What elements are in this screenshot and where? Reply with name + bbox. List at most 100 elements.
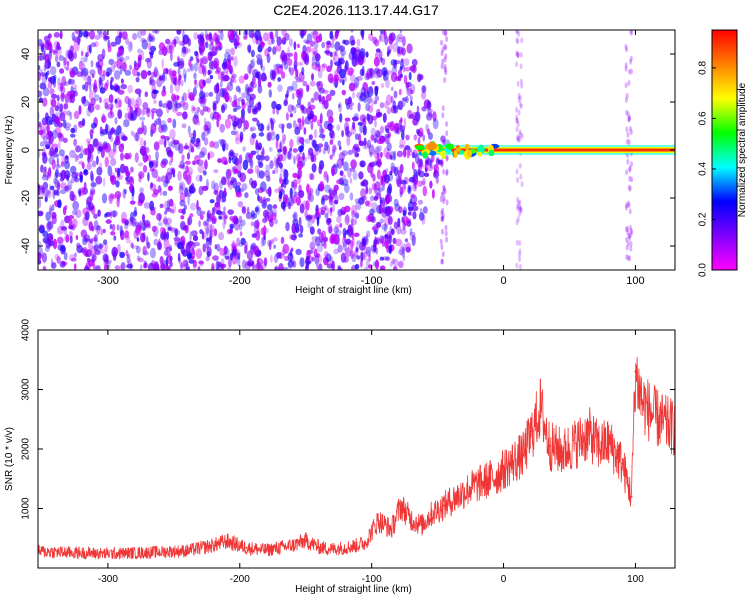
heatmap-cell	[366, 86, 374, 98]
heatmap-cell	[417, 180, 423, 187]
heatmap-cell	[277, 77, 282, 82]
snr-point	[469, 486, 472, 489]
heatmap-cell	[260, 236, 265, 248]
heatmap-cell	[300, 156, 305, 161]
heatmap-cell	[209, 75, 214, 80]
heatmap-cell	[304, 54, 310, 66]
heatmap-cell	[125, 37, 130, 45]
heatmap-cell	[443, 43, 447, 50]
heatmap-cell	[205, 33, 210, 41]
heatmap-cell	[221, 156, 228, 165]
heatmap-cell	[316, 264, 319, 270]
heatmap-cell	[289, 147, 293, 152]
heatmap-cell	[331, 148, 336, 157]
heatmap-cell	[39, 72, 47, 77]
heatmap-cell	[326, 174, 329, 184]
heatmap-cell	[359, 242, 366, 251]
heatmap-cell	[330, 59, 333, 69]
heatmap-cell	[205, 219, 209, 227]
heatmap-cell	[287, 260, 294, 268]
heatmap-cell	[46, 221, 52, 232]
heatmap-cell	[243, 30, 249, 39]
heatmap-cell	[99, 248, 106, 254]
heatmap-cell	[628, 114, 632, 121]
heatmap-cell	[362, 140, 369, 150]
heatmap-cell	[427, 142, 438, 151]
heatmap-cell	[86, 106, 91, 117]
heatmap-cell	[355, 147, 361, 153]
heatmap-cell	[291, 223, 297, 234]
heatmap-cell	[287, 104, 294, 113]
heatmap-cell	[320, 210, 326, 215]
heatmap-cell	[629, 245, 633, 252]
heatmap-cell	[269, 31, 274, 40]
heatmap-cell	[83, 181, 87, 191]
heatmap-cell	[626, 111, 630, 118]
heatmap-cell	[71, 223, 76, 231]
heatmap-cell	[209, 223, 213, 229]
heatmap-cell	[231, 155, 238, 165]
heatmap-cell	[323, 170, 328, 179]
heatmap-cell	[179, 160, 185, 170]
heatmap-cell	[86, 257, 91, 263]
heatmap-cell	[88, 221, 93, 231]
heatmap-cell	[222, 74, 230, 82]
heatmap-cell	[441, 112, 445, 119]
figure-title: C2E4.2026.113.17.44.G17	[273, 2, 439, 18]
heatmap-cell	[628, 68, 631, 75]
heatmap-cell	[446, 143, 454, 150]
heatmap-cell	[45, 71, 48, 80]
heatmap-cell	[279, 253, 285, 259]
heatmap-cell	[177, 67, 181, 76]
heatmap-cell	[69, 111, 73, 121]
heatmap-cell	[209, 224, 215, 232]
heatmap-cell	[418, 162, 425, 170]
heatmap-cell	[396, 224, 402, 235]
heatmap-cell	[141, 220, 146, 232]
heatmap-cell	[105, 219, 112, 224]
heatmap-cell	[366, 230, 371, 238]
heatmap-cell	[628, 232, 632, 239]
heatmap-cell	[223, 187, 227, 196]
heatmap-cell	[213, 228, 218, 237]
heatmap-cell	[626, 229, 630, 236]
y-tick-label: 20	[20, 96, 32, 108]
heatmap-cell	[347, 149, 353, 155]
heatmap-cell	[354, 133, 360, 140]
heatmap-cell	[54, 127, 62, 135]
heatmap-cell	[352, 145, 358, 154]
heatmap-cell	[387, 173, 394, 182]
heatmap-cell	[249, 81, 254, 93]
heatmap-cell	[241, 259, 247, 270]
heatmap-cell	[311, 56, 315, 67]
heatmap-cell	[268, 89, 272, 98]
heatmap-cell	[65, 66, 70, 71]
heatmap-cell	[167, 117, 173, 123]
snr-point	[245, 546, 248, 549]
heatmap-cell	[154, 30, 160, 34]
heatmap-cell	[201, 56, 209, 65]
heatmap-cell	[426, 112, 433, 121]
heatmap-cell	[518, 210, 522, 217]
heatmap-cell	[220, 258, 225, 269]
heatmap-cell	[238, 88, 241, 95]
heatmap-cell	[181, 123, 187, 129]
heatmap-cell	[443, 63, 447, 70]
heatmap-cell	[124, 165, 129, 177]
heatmap-cell	[625, 109, 629, 116]
heatmap-cell	[374, 259, 380, 270]
heatmap-cell	[625, 92, 629, 99]
heatmap-cell	[112, 250, 117, 262]
heatmap-cell	[124, 112, 130, 120]
heatmap-cell	[60, 93, 66, 99]
heatmap-cell	[386, 107, 392, 115]
heatmap-cell	[231, 100, 238, 108]
heatmap-cell	[624, 96, 628, 103]
heatmap-cell	[364, 200, 370, 207]
heatmap-cell	[139, 116, 146, 121]
heatmap-cell	[271, 37, 275, 45]
heatmap-cell	[263, 257, 268, 267]
heatmap-cell	[145, 107, 150, 115]
heatmap-cell	[95, 142, 100, 150]
heatmap-cell	[119, 225, 123, 237]
